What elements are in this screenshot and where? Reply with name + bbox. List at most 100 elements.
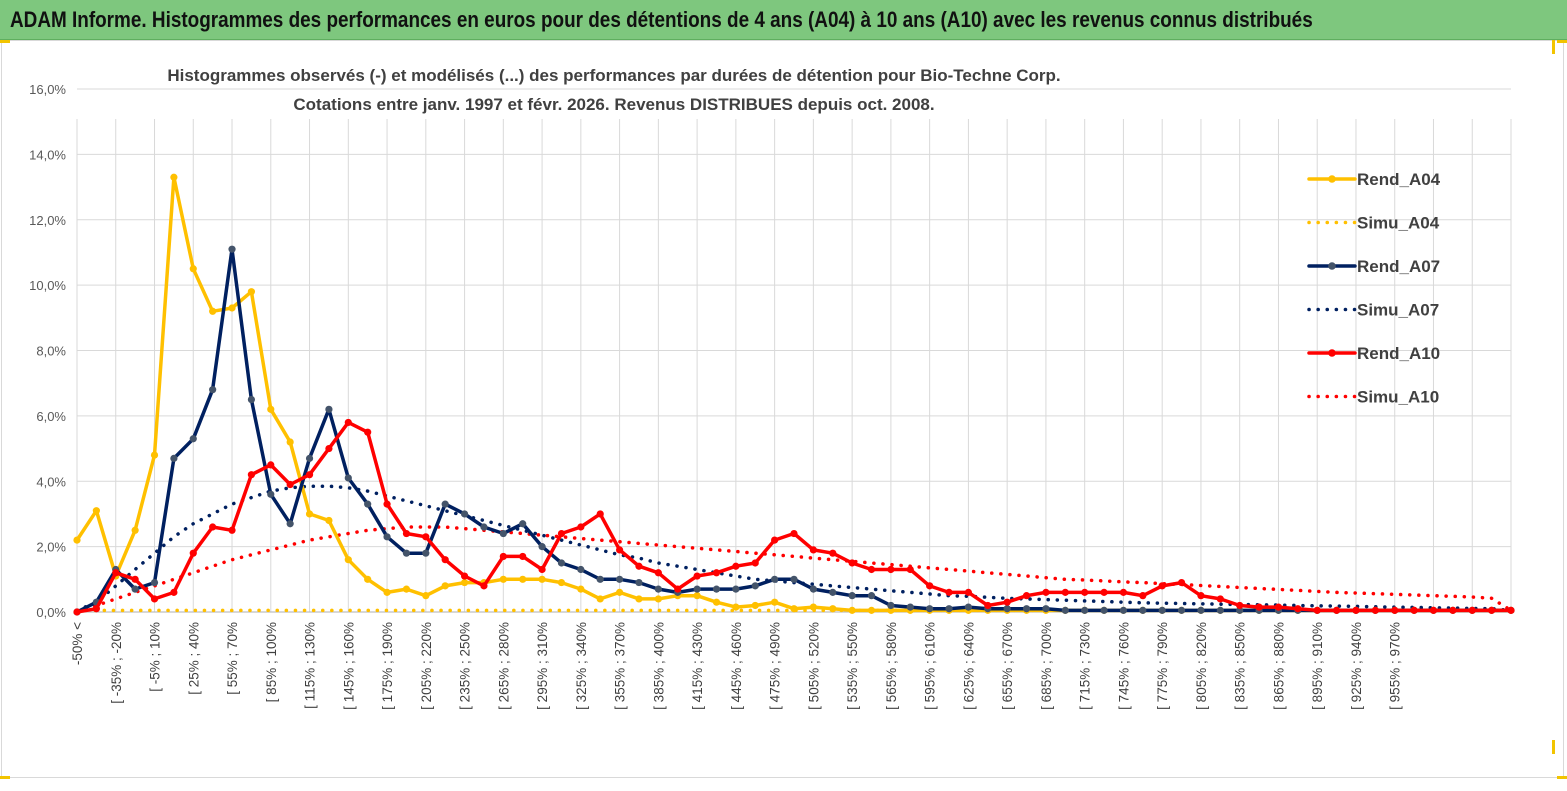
data-point (1274, 603, 1283, 611)
legend-item-Simu_A07: Simu_A07 (1307, 301, 1439, 320)
data-point (1255, 603, 1263, 611)
data-point (383, 500, 391, 508)
x-tick-label: [ 655% ; 670% (1000, 622, 1015, 710)
data-point (92, 507, 100, 515)
x-tick-label: [ 235% ; 250% (458, 622, 473, 710)
data-point (1042, 605, 1050, 613)
y-tick-label: 0,0% (36, 605, 66, 620)
y-tick-label: 2,0% (36, 540, 66, 555)
data-point (170, 173, 178, 181)
data-point (383, 588, 391, 596)
data-point (577, 565, 585, 574)
y-tick-label: 16,0% (29, 82, 66, 97)
legend-label: Rend_A04 (1357, 170, 1441, 189)
data-point (867, 606, 876, 614)
data-point (1158, 606, 1166, 614)
legend-marker (1328, 262, 1336, 270)
data-point (926, 605, 934, 613)
legend: Rend_A04 Simu_A04 Rend_A07 Simu_A07 Rend_A10… (1307, 170, 1441, 407)
data-point (325, 405, 333, 413)
data-point (402, 529, 411, 538)
data-point (654, 585, 662, 593)
data-point (131, 585, 139, 593)
data-point (247, 288, 256, 296)
x-tick-label: [ 535% ; 550% (845, 622, 860, 710)
frame-side-right-bottom (1552, 740, 1555, 754)
data-point (441, 582, 449, 590)
data-point (422, 533, 430, 541)
legend-item-Simu_A10: Simu_A10 (1307, 388, 1439, 407)
data-point (1177, 606, 1186, 614)
data-point (712, 598, 721, 606)
data-point (189, 435, 197, 443)
data-point (402, 585, 411, 593)
data-point (364, 500, 372, 508)
data-point (1294, 605, 1302, 613)
data-point (480, 582, 488, 590)
data-point (364, 428, 372, 436)
x-tick-label: [ 895% ; 910% (1310, 622, 1325, 710)
x-tick-label: [ 625% ; 640% (961, 622, 976, 710)
data-point (1410, 606, 1418, 614)
data-point (615, 588, 624, 596)
frame-corner-top-left (0, 40, 10, 43)
data-point (538, 575, 546, 583)
data-point (305, 510, 314, 518)
data-point (1139, 606, 1147, 614)
data-point (1488, 606, 1496, 614)
x-tick-label: [ 295% ; 310% (535, 622, 550, 710)
data-point (771, 575, 779, 583)
data-point (228, 526, 236, 534)
y-tick-label: 4,0% (36, 474, 66, 489)
series-line (75, 247, 1513, 614)
data-point (790, 529, 798, 538)
data-point (596, 575, 604, 583)
x-tick-label: [ 865% ; 880% (1271, 622, 1286, 710)
data-point (305, 454, 314, 462)
x-tick-label: [ 835% ; 850% (1233, 622, 1248, 710)
data-point (654, 569, 662, 577)
data-point (209, 307, 217, 315)
data-point (751, 601, 759, 610)
data-point (1449, 606, 1457, 614)
data-point (790, 605, 798, 613)
data-point (1236, 601, 1244, 610)
legend-marker (1328, 349, 1336, 357)
data-point (460, 510, 469, 518)
legend-item-Rend_A07: Rend_A07 (1307, 257, 1440, 276)
data-point (1332, 606, 1341, 614)
data-point (615, 575, 624, 583)
data-point (480, 523, 488, 531)
data-point (1081, 588, 1089, 596)
data-point (383, 533, 391, 541)
data-point (712, 585, 721, 593)
data-point (848, 606, 856, 614)
data-point (286, 438, 294, 446)
data-point (131, 575, 139, 583)
data-point (344, 556, 352, 564)
data-point (809, 585, 817, 593)
data-point (732, 562, 740, 570)
x-tick-label: [ 715% ; 730% (1078, 622, 1093, 710)
x-tick-label: -50% < (70, 622, 85, 665)
data-point (848, 559, 856, 567)
data-point (209, 523, 217, 531)
data-point (596, 595, 604, 603)
y-tick-label: 8,0% (36, 344, 66, 359)
data-point (344, 418, 352, 427)
x-tick-label: [ -35% ; -20% (109, 622, 124, 704)
data-point (499, 552, 507, 561)
data-point (867, 565, 876, 574)
data-point (577, 523, 585, 531)
data-point (557, 529, 566, 538)
data-point (286, 520, 294, 528)
data-point (693, 585, 701, 593)
data-point (1352, 606, 1360, 614)
data-point (189, 265, 197, 273)
data-point (344, 474, 352, 482)
data-point (1100, 588, 1108, 596)
data-point (635, 562, 643, 570)
data-point (538, 543, 546, 551)
x-axis-ticks: -50% < [ -35% ; -20% [ -5% ; 10% [ 25% ; 40… (70, 622, 1403, 710)
y-tick-label: 6,0% (36, 409, 66, 424)
